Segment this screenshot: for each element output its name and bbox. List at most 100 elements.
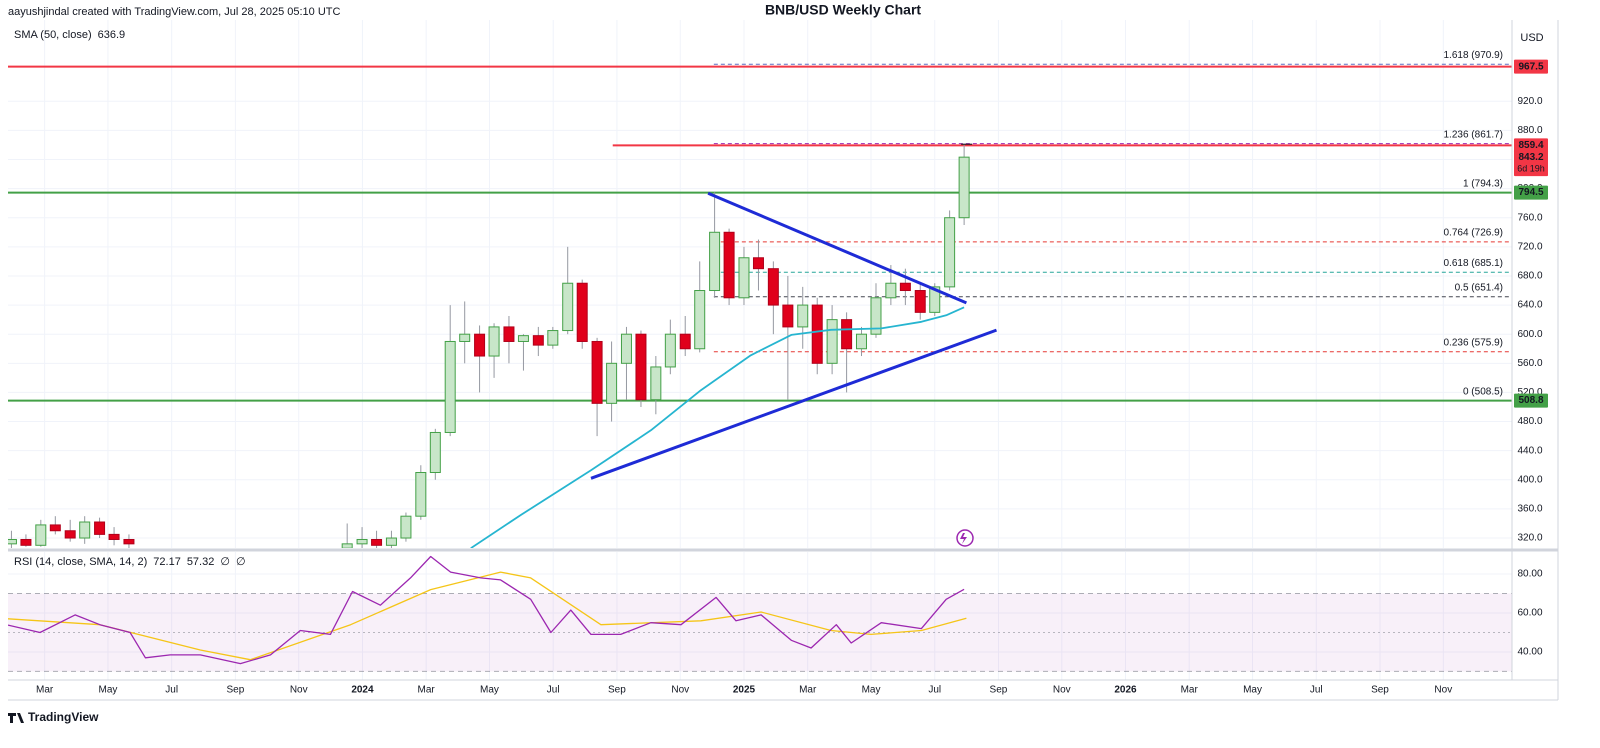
candle-body — [108, 533, 120, 540]
x-tick-label: Sep — [226, 685, 244, 696]
price-tag-label: 967.5 — [1518, 61, 1543, 72]
y-tick-label: 640.0 — [1517, 300, 1542, 311]
rsi-line — [8, 571, 967, 661]
price-tag — [1514, 150, 1548, 177]
candle-body — [371, 538, 383, 546]
candle-body — [20, 538, 32, 546]
x-tick-label: Nov — [671, 685, 689, 696]
price-tag-label: 859.4 — [1518, 140, 1543, 151]
replay-icon — [956, 529, 974, 547]
candle-body — [488, 326, 500, 357]
candle-body — [474, 333, 486, 357]
candle-body — [885, 282, 897, 299]
candle-body — [709, 231, 721, 292]
trendline — [590, 328, 998, 480]
candle-body — [944, 217, 956, 288]
candle-body — [444, 340, 456, 433]
y-tick-label: 400.0 — [1517, 474, 1542, 485]
fib-label: 0.236 (575.9) — [1444, 337, 1504, 348]
candle-body — [635, 333, 647, 401]
candle-body — [591, 340, 603, 404]
x-tick-label: Jul — [547, 685, 560, 696]
candle-body — [356, 538, 368, 545]
candle-body — [620, 333, 632, 364]
x-tick-label: 2024 — [351, 685, 374, 696]
logo — [8, 713, 24, 723]
candle-body — [562, 282, 574, 332]
credit: aayushjindal created with TradingView.co… — [8, 6, 340, 18]
price-tag-label: 843.2 — [1518, 152, 1543, 163]
candle-body — [958, 156, 970, 219]
candle-body — [664, 333, 676, 368]
rsi-pane — [8, 555, 1512, 672]
candle-body — [547, 330, 559, 346]
candle-body — [914, 290, 926, 313]
candle-body — [782, 304, 794, 328]
y-tick-label: 880.0 — [1517, 125, 1542, 136]
rsi-tick-label: 40.00 — [1517, 647, 1542, 658]
x-tick-label: Mar — [418, 685, 436, 696]
candle-body — [79, 521, 91, 539]
price-tag — [1514, 185, 1548, 200]
x-tick-label: May — [99, 685, 118, 696]
candle-body — [503, 326, 515, 342]
x-tick-label: Jul — [165, 685, 178, 696]
y-tick-label: 920.0 — [1517, 96, 1542, 107]
indicator-value: 636.9 — [98, 29, 126, 41]
fib-label: 1.236 (861.7) — [1444, 129, 1504, 140]
rsi-flag: ∅ — [236, 556, 246, 568]
x-tick-label: Sep — [990, 685, 1008, 696]
fib-label: 0.5 (651.4) — [1455, 282, 1503, 293]
candle-body — [841, 319, 853, 350]
candle-body — [606, 362, 618, 404]
fib-label: 0 (508.5) — [1463, 386, 1503, 397]
rsi-title: RSI (14, close, SMA, 14, 2) — [14, 556, 147, 568]
price-tag — [1514, 138, 1548, 153]
candle-body — [94, 521, 106, 535]
rsi-tick-label: 60.00 — [1517, 608, 1542, 619]
candle-body — [826, 319, 838, 364]
x-tick-label: 2025 — [733, 685, 756, 696]
x-tick-label: 2026 — [1114, 685, 1137, 696]
x-tick-label: Sep — [1371, 685, 1389, 696]
candle-body — [767, 268, 779, 306]
countdown: 6d 19h — [1517, 164, 1545, 174]
x-tick-label: Jul — [1310, 685, 1323, 696]
candle-body — [532, 335, 544, 346]
x-tick-label: Nov — [1053, 685, 1071, 696]
candle-body — [694, 290, 706, 350]
y-tick-label: 480.0 — [1517, 416, 1542, 427]
candle-body — [679, 333, 691, 350]
price-tag-label: 508.8 — [1518, 395, 1543, 406]
y-tick-label: 680.0 — [1517, 271, 1542, 282]
candle-body — [429, 431, 441, 474]
y-tick-label: 600.0 — [1517, 329, 1542, 340]
candle-body — [870, 297, 882, 335]
candle-body — [752, 257, 764, 270]
y-tick-label: 360.0 — [1517, 504, 1542, 515]
candle-body — [64, 530, 76, 539]
fib-label: 1.618 (970.9) — [1444, 50, 1504, 61]
price-tag-label: 794.5 — [1518, 187, 1543, 198]
candle-body — [49, 524, 61, 532]
y-tick-label: 320.0 — [1517, 533, 1542, 544]
trendline — [707, 191, 967, 305]
price-pane — [8, 63, 1512, 548]
footer-brand: TradingView — [28, 710, 99, 724]
candle-body — [723, 231, 735, 299]
currency: USD — [1520, 32, 1543, 44]
x-tick-label: Mar — [36, 685, 54, 696]
grid — [8, 20, 1512, 680]
candle-body — [415, 472, 427, 517]
rsi-flag: ∅ — [220, 556, 230, 568]
candle-body — [517, 335, 529, 342]
candle-body — [929, 286, 941, 313]
x-tick-label: May — [480, 685, 499, 696]
x-tick-label: May — [1243, 685, 1262, 696]
x-tick-label: May — [862, 685, 881, 696]
indicator-name: SMA (50, close) — [14, 29, 92, 41]
sma-line — [470, 306, 965, 548]
